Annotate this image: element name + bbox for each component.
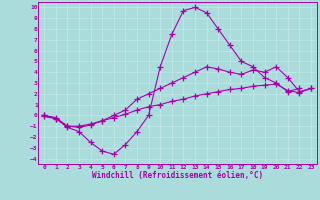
X-axis label: Windchill (Refroidissement éolien,°C): Windchill (Refroidissement éolien,°C) xyxy=(92,171,263,180)
